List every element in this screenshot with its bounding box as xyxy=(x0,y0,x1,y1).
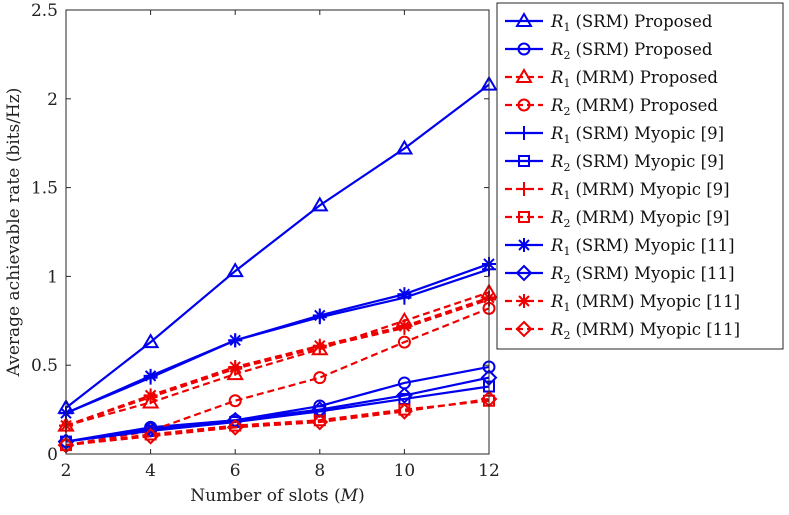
legend-entry-7: R1 (MRM) Myopic [9] xyxy=(505,180,730,202)
x-tick-label-1: 2 xyxy=(61,461,72,481)
series-line-1 xyxy=(65,83,490,409)
legend-entry-1: R1 (SRM) Proposed xyxy=(505,12,713,34)
legend-marker-12 xyxy=(515,320,533,338)
legend-entry-4: R2 (MRM) Proposed xyxy=(505,96,718,118)
y-tick-label-6: 2.5 xyxy=(31,1,58,21)
legend-entry-5: R1 (SRM) Myopic [9] xyxy=(505,124,724,146)
series-4-point-5 xyxy=(397,335,411,349)
y-tick-label-5: 2 xyxy=(47,90,58,110)
series-1-point-4 xyxy=(311,196,329,212)
series-1-point-5 xyxy=(395,139,414,155)
legend-label-9: R1 (SRM) Myopic [11] xyxy=(550,236,735,258)
series-1-point-3 xyxy=(226,262,244,278)
y-axis-label: Average achievable rate (bits/Hz) xyxy=(4,88,24,378)
series-9-point-3 xyxy=(228,333,243,348)
series-line-2 xyxy=(65,365,490,443)
series-line-8 xyxy=(65,399,490,447)
y-tick-label-4: 1.5 xyxy=(31,179,58,199)
series-line-12 xyxy=(65,397,490,447)
legend-marker-6 xyxy=(518,155,530,167)
series-11-point-3 xyxy=(228,359,243,374)
x-tick-label-5: 10 xyxy=(394,461,416,481)
legend-label-11: R1 (MRM) Myopic [11] xyxy=(550,292,740,314)
series-12-point-3 xyxy=(226,418,244,436)
series-10-point-4 xyxy=(311,401,329,419)
legend-label-4: R2 (MRM) Proposed xyxy=(550,96,718,118)
legend-marker-4 xyxy=(517,98,531,112)
legend-entry-11: R1 (MRM) Myopic [11] xyxy=(505,292,740,314)
legend-marker-10 xyxy=(515,264,533,282)
series-9-point-2 xyxy=(143,368,158,383)
legend-marker-11 xyxy=(517,294,531,308)
series-line-9 xyxy=(65,262,490,415)
x-tick-label-4: 8 xyxy=(314,461,325,481)
legend-entry-2: R2 (SRM) Proposed xyxy=(505,40,713,62)
legend-label-2: R2 (SRM) Proposed xyxy=(550,40,713,62)
series-10-point-5 xyxy=(395,386,413,404)
y-tick-label-3: 1 xyxy=(47,267,58,287)
y-tick-label-2: 0.5 xyxy=(31,356,58,376)
series-line-10 xyxy=(65,376,490,443)
y-tick-label-1: 0 xyxy=(47,445,58,465)
series-3-point-2 xyxy=(141,393,160,409)
series-4-point-3 xyxy=(228,394,242,408)
legend-label-12: R2 (MRM) Myopic [11] xyxy=(550,320,740,342)
legend-marker-2 xyxy=(517,42,531,56)
series-9-point-4 xyxy=(312,308,327,323)
plot-frame xyxy=(65,9,490,455)
x-axis-label: Number of slots (M) xyxy=(190,486,364,506)
legend-label-1: R1 (SRM) Proposed xyxy=(550,12,713,34)
legend-entry-12: R2 (MRM) Myopic [11] xyxy=(505,320,740,342)
legend-label-6: R2 (SRM) Myopic [9] xyxy=(550,152,724,174)
legend-entry-9: R1 (SRM) Myopic [11] xyxy=(505,236,735,258)
series-12-point-5 xyxy=(395,402,413,420)
series-12-point-2 xyxy=(142,427,160,445)
series-line-6 xyxy=(65,385,490,443)
legend-marker-3 xyxy=(515,68,533,83)
legend-entry-8: R2 (MRM) Myopic [9] xyxy=(505,208,730,230)
x-tick-label-3: 6 xyxy=(230,461,241,481)
legend-entry-3: R1 (MRM) Proposed xyxy=(505,68,718,90)
legend-marker-5 xyxy=(517,126,531,140)
series-11-point-5 xyxy=(397,319,412,334)
legend-box xyxy=(496,2,784,350)
legend-marker-9 xyxy=(517,238,531,252)
series-line-7 xyxy=(65,298,490,427)
series-1-point-2 xyxy=(141,333,160,349)
x-tick-label-6: 12 xyxy=(478,461,500,481)
legend-label-8: R2 (MRM) Myopic [9] xyxy=(550,208,730,230)
series-9-point-5 xyxy=(397,287,412,302)
legend-entry-10: R2 (SRM) Myopic [11] xyxy=(505,264,735,286)
x-tick-label-2: 4 xyxy=(145,461,156,481)
series-11-point-2 xyxy=(143,388,158,403)
legend-marker-8 xyxy=(518,211,530,223)
series-3-point-3 xyxy=(226,365,244,381)
legend-label-7: R1 (MRM) Myopic [9] xyxy=(550,180,730,202)
series-line-11 xyxy=(65,296,490,427)
series-12-point-4 xyxy=(311,413,329,431)
legend-marker-7 xyxy=(517,182,531,196)
series-line-3 xyxy=(65,291,490,427)
legend-marker-1 xyxy=(515,12,533,27)
legend-label-3: R1 (MRM) Proposed xyxy=(550,68,718,90)
legend-label-5: R1 (SRM) Myopic [9] xyxy=(550,124,724,146)
series-11-point-4 xyxy=(312,338,327,353)
series-10-point-2 xyxy=(142,420,160,438)
legend-label-10: R2 (SRM) Myopic [11] xyxy=(550,264,735,286)
legend-entry-6: R2 (SRM) Myopic [9] xyxy=(505,152,724,174)
series-4-point-4 xyxy=(313,371,327,385)
